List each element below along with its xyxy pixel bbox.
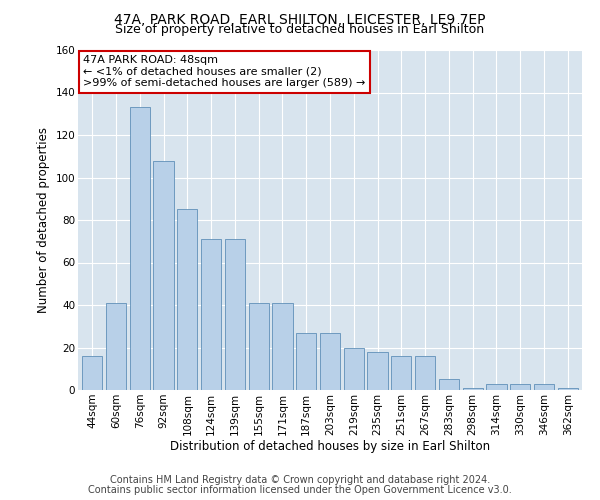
Bar	[487, 384, 506, 390]
Bar	[201, 239, 221, 390]
Bar	[296, 332, 316, 390]
Bar	[106, 303, 126, 390]
Bar	[154, 160, 173, 390]
Bar	[177, 210, 197, 390]
Bar	[557, 388, 578, 390]
Bar	[367, 352, 388, 390]
Bar	[463, 388, 483, 390]
Text: 47A PARK ROAD: 48sqm
← <1% of detached houses are smaller (2)
>99% of semi-detac: 47A PARK ROAD: 48sqm ← <1% of detached h…	[83, 55, 365, 88]
Bar	[415, 356, 435, 390]
Y-axis label: Number of detached properties: Number of detached properties	[37, 127, 50, 313]
Bar	[344, 348, 364, 390]
Text: 47A, PARK ROAD, EARL SHILTON, LEICESTER, LE9 7EP: 47A, PARK ROAD, EARL SHILTON, LEICESTER,…	[114, 12, 486, 26]
Bar	[225, 239, 245, 390]
Bar	[248, 303, 269, 390]
Bar	[391, 356, 412, 390]
Bar	[510, 384, 530, 390]
Text: Contains HM Land Registry data © Crown copyright and database right 2024.: Contains HM Land Registry data © Crown c…	[110, 475, 490, 485]
Bar	[320, 332, 340, 390]
Text: Contains public sector information licensed under the Open Government Licence v3: Contains public sector information licen…	[88, 485, 512, 495]
X-axis label: Distribution of detached houses by size in Earl Shilton: Distribution of detached houses by size …	[170, 440, 490, 454]
Bar	[82, 356, 103, 390]
Bar	[130, 108, 150, 390]
Text: Size of property relative to detached houses in Earl Shilton: Size of property relative to detached ho…	[115, 22, 485, 36]
Bar	[272, 303, 293, 390]
Bar	[439, 380, 459, 390]
Bar	[534, 384, 554, 390]
